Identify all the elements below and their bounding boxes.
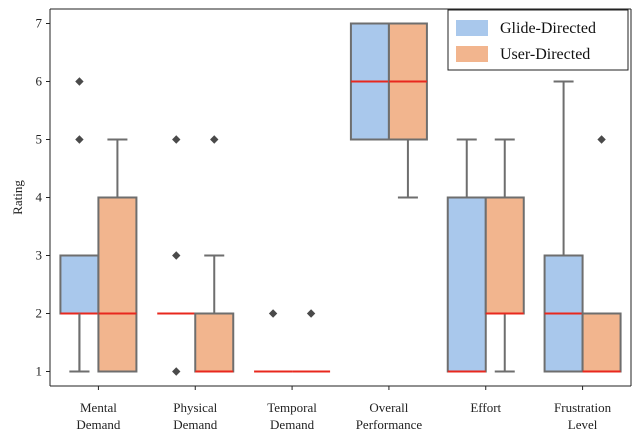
box-glide <box>446 196 487 373</box>
outlier-point <box>597 135 606 144</box>
category-label: Frustration <box>554 400 612 415</box>
box-user <box>581 312 622 373</box>
legend-label: User-Directed <box>500 46 590 63</box>
legend-swatch <box>456 46 488 62</box>
y-tick-label: 3 <box>36 248 43 263</box>
y-tick-label: 4 <box>36 190 43 205</box>
y-tick-label: 1 <box>36 364 43 379</box>
legend-swatch <box>456 20 488 36</box>
box-user <box>484 196 525 315</box>
box-user <box>97 196 138 373</box>
outlier-point <box>75 135 84 144</box>
category-label: Overall <box>369 400 408 415</box>
outlier-point <box>210 135 219 144</box>
category-label: Demand <box>270 417 315 432</box>
outlier-point <box>75 77 84 86</box>
plot-area: 1 2 3 4 5 6 7 Rating Mental Demand Physical Demand T… <box>10 8 632 432</box>
outlier-point <box>172 367 181 376</box>
box-user <box>194 312 235 373</box>
outlier-point <box>268 309 278 318</box>
category-label: Demand <box>76 417 121 432</box>
y-tick-label: 7 <box>36 16 43 31</box>
outlier-point <box>306 309 316 318</box>
outlier-point <box>172 251 181 260</box>
category-label: Effort <box>470 400 501 415</box>
y-tick-label: 5 <box>36 132 43 147</box>
category-label: Performance <box>356 417 423 432</box>
legend-label: Glide-Directed <box>500 20 596 37</box>
outlier-point <box>172 135 181 144</box>
y-tick-label: 6 <box>36 74 43 89</box>
category-label: Mental <box>80 400 117 415</box>
category-label: Demand <box>173 417 218 432</box>
box-glide <box>59 254 100 315</box>
y-tick-label: 2 <box>36 306 43 321</box>
y-axis-label: Rating <box>10 180 25 215</box>
category-label: Level <box>568 417 598 432</box>
category-label: Physical <box>173 400 217 415</box>
category-label: Temporal <box>267 400 317 415</box>
legend: Glide-Directed User-Directed <box>447 9 629 71</box>
